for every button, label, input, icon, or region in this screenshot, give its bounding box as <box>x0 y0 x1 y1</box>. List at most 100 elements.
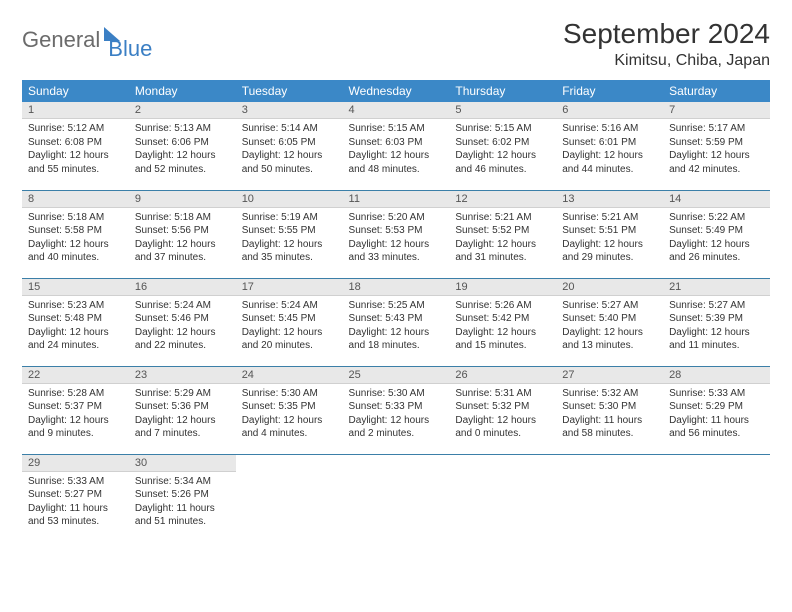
calendar-day-cell: 30Sunrise: 5:34 AMSunset: 5:26 PMDayligh… <box>129 454 236 542</box>
weekday-header: Thursday <box>449 80 556 102</box>
sunrise-line: Sunrise: 5:21 AM <box>562 211 657 225</box>
calendar-day-cell: 25Sunrise: 5:30 AMSunset: 5:33 PMDayligh… <box>343 366 450 454</box>
sunset-line: Sunset: 5:59 PM <box>669 136 764 150</box>
sunrise-line: Sunrise: 5:24 AM <box>242 299 337 313</box>
daylight-line: Daylight: 12 hours and 42 minutes. <box>669 149 764 176</box>
daylight-line: Daylight: 11 hours and 53 minutes. <box>28 502 123 529</box>
sunset-line: Sunset: 5:33 PM <box>349 400 444 414</box>
weekday-header: Tuesday <box>236 80 343 102</box>
calendar-day-cell: 28Sunrise: 5:33 AMSunset: 5:29 PMDayligh… <box>663 366 770 454</box>
daylight-line: Daylight: 12 hours and 50 minutes. <box>242 149 337 176</box>
day-number: 10 <box>236 191 343 208</box>
day-details: Sunrise: 5:32 AMSunset: 5:30 PMDaylight:… <box>556 384 663 445</box>
day-details: Sunrise: 5:28 AMSunset: 5:37 PMDaylight:… <box>22 384 129 445</box>
sunset-line: Sunset: 5:52 PM <box>455 224 550 238</box>
daylight-line: Daylight: 12 hours and 15 minutes. <box>455 326 550 353</box>
day-details: Sunrise: 5:33 AMSunset: 5:27 PMDaylight:… <box>22 472 129 533</box>
day-details: Sunrise: 5:29 AMSunset: 5:36 PMDaylight:… <box>129 384 236 445</box>
calendar-day-cell: 18Sunrise: 5:25 AMSunset: 5:43 PMDayligh… <box>343 278 450 366</box>
day-number: 25 <box>343 367 450 384</box>
day-number: 9 <box>129 191 236 208</box>
calendar-day-cell: 21Sunrise: 5:27 AMSunset: 5:39 PMDayligh… <box>663 278 770 366</box>
calendar-day-cell: 22Sunrise: 5:28 AMSunset: 5:37 PMDayligh… <box>22 366 129 454</box>
day-details: Sunrise: 5:13 AMSunset: 6:06 PMDaylight:… <box>129 119 236 180</box>
day-number: 4 <box>343 102 450 119</box>
day-details: Sunrise: 5:18 AMSunset: 5:58 PMDaylight:… <box>22 208 129 269</box>
sunrise-line: Sunrise: 5:17 AM <box>669 122 764 136</box>
sunrise-line: Sunrise: 5:21 AM <box>455 211 550 225</box>
sunset-line: Sunset: 5:51 PM <box>562 224 657 238</box>
sunset-line: Sunset: 5:49 PM <box>669 224 764 238</box>
calendar-day-cell: 19 Sunrise: 5:26 AMSunset: 5:42 PMDayligh… <box>449 278 556 366</box>
sunset-line: Sunset: 5:35 PM <box>242 400 337 414</box>
day-number: 13 <box>556 191 663 208</box>
calendar-day-cell: 13Sunrise: 5:21 AMSunset: 5:51 PMDayligh… <box>556 190 663 278</box>
calendar-day-cell: 12Sunrise: 5:21 AMSunset: 5:52 PMDayligh… <box>449 190 556 278</box>
logo-text-blue: Blue <box>108 36 152 62</box>
day-number: 3 <box>236 102 343 119</box>
sunset-line: Sunset: 5:42 PM <box>455 312 550 326</box>
logo: General Blue <box>22 18 152 62</box>
weekday-header: Wednesday <box>343 80 450 102</box>
sunrise-line: Sunrise: 5:19 AM <box>242 211 337 225</box>
sunrise-line: Sunrise: 5:22 AM <box>669 211 764 225</box>
sunset-line: Sunset: 5:36 PM <box>135 400 230 414</box>
day-number: 1 <box>22 102 129 119</box>
calendar-day-cell: 9Sunrise: 5:18 AMSunset: 5:56 PMDaylight… <box>129 190 236 278</box>
sunrise-line: Sunrise: 5:29 AM <box>135 387 230 401</box>
logo-text-general: General <box>22 27 100 53</box>
daylight-line: Daylight: 11 hours and 56 minutes. <box>669 414 764 441</box>
calendar-day-cell <box>449 454 556 542</box>
day-number: 27 <box>556 367 663 384</box>
daylight-line: Daylight: 12 hours and 20 minutes. <box>242 326 337 353</box>
calendar-day-cell: 8Sunrise: 5:18 AMSunset: 5:58 PMDaylight… <box>22 190 129 278</box>
weekday-header: Saturday <box>663 80 770 102</box>
sunrise-line: Sunrise: 5:30 AM <box>349 387 444 401</box>
sunset-line: Sunset: 6:01 PM <box>562 136 657 150</box>
calendar-day-cell: 2Sunrise: 5:13 AMSunset: 6:06 PMDaylight… <box>129 102 236 190</box>
daylight-line: Daylight: 12 hours and 24 minutes. <box>28 326 123 353</box>
sunset-line: Sunset: 5:53 PM <box>349 224 444 238</box>
calendar-day-cell <box>556 454 663 542</box>
calendar-day-cell: 6Sunrise: 5:16 AMSunset: 6:01 PMDaylight… <box>556 102 663 190</box>
day-number: 19 <box>449 279 556 296</box>
calendar-day-cell: 7Sunrise: 5:17 AMSunset: 5:59 PMDaylight… <box>663 102 770 190</box>
sunrise-line: Sunrise: 5:14 AM <box>242 122 337 136</box>
sunrise-line: Sunrise: 5:32 AM <box>562 387 657 401</box>
day-details: Sunrise: 5:16 AMSunset: 6:01 PMDaylight:… <box>556 119 663 180</box>
day-details: Sunrise: 5:14 AMSunset: 6:05 PMDaylight:… <box>236 119 343 180</box>
day-number: 18 <box>343 279 450 296</box>
sunrise-line: Sunrise: 5:20 AM <box>349 211 444 225</box>
calendar-week-row: 1Sunrise: 5:12 AMSunset: 6:08 PMDaylight… <box>22 102 770 190</box>
day-number: 8 <box>22 191 129 208</box>
day-number: 14 <box>663 191 770 208</box>
sunset-line: Sunset: 6:03 PM <box>349 136 444 150</box>
month-title: September 2024 <box>563 18 770 50</box>
sunrise-line: Sunrise: 5:33 AM <box>669 387 764 401</box>
daylight-line: Daylight: 12 hours and 13 minutes. <box>562 326 657 353</box>
calendar-day-cell: 29Sunrise: 5:33 AMSunset: 5:27 PMDayligh… <box>22 454 129 542</box>
calendar-day-cell: 3Sunrise: 5:14 AMSunset: 6:05 PMDaylight… <box>236 102 343 190</box>
daylight-line: Daylight: 12 hours and 26 minutes. <box>669 238 764 265</box>
sunset-line: Sunset: 5:39 PM <box>669 312 764 326</box>
sunset-line: Sunset: 5:27 PM <box>28 488 123 502</box>
day-number: 16 <box>129 279 236 296</box>
day-details: Sunrise: 5:22 AMSunset: 5:49 PMDaylight:… <box>663 208 770 269</box>
sunset-line: Sunset: 5:32 PM <box>455 400 550 414</box>
calendar-day-cell: 4Sunrise: 5:15 AMSunset: 6:03 PMDaylight… <box>343 102 450 190</box>
daylight-line: Daylight: 12 hours and 33 minutes. <box>349 238 444 265</box>
calendar-week-row: 15Sunrise: 5:23 AMSunset: 5:48 PMDayligh… <box>22 278 770 366</box>
sunrise-line: Sunrise: 5:26 AM <box>455 299 550 313</box>
sunset-line: Sunset: 5:46 PM <box>135 312 230 326</box>
day-number: 24 <box>236 367 343 384</box>
sunrise-line: Sunrise: 5:12 AM <box>28 122 123 136</box>
day-number: 11 <box>343 191 450 208</box>
daylight-line: Daylight: 12 hours and 40 minutes. <box>28 238 123 265</box>
day-details: Sunrise: 5:27 AMSunset: 5:40 PMDaylight:… <box>556 296 663 357</box>
day-details: Sunrise: 5:24 AMSunset: 5:45 PMDaylight:… <box>236 296 343 357</box>
title-block: September 2024 Kimitsu, Chiba, Japan <box>563 18 770 70</box>
daylight-line: Daylight: 12 hours and 35 minutes. <box>242 238 337 265</box>
sunset-line: Sunset: 5:56 PM <box>135 224 230 238</box>
day-details: Sunrise: 5:30 AMSunset: 5:35 PMDaylight:… <box>236 384 343 445</box>
day-details: Sunrise: 5:12 AMSunset: 6:08 PMDaylight:… <box>22 119 129 180</box>
